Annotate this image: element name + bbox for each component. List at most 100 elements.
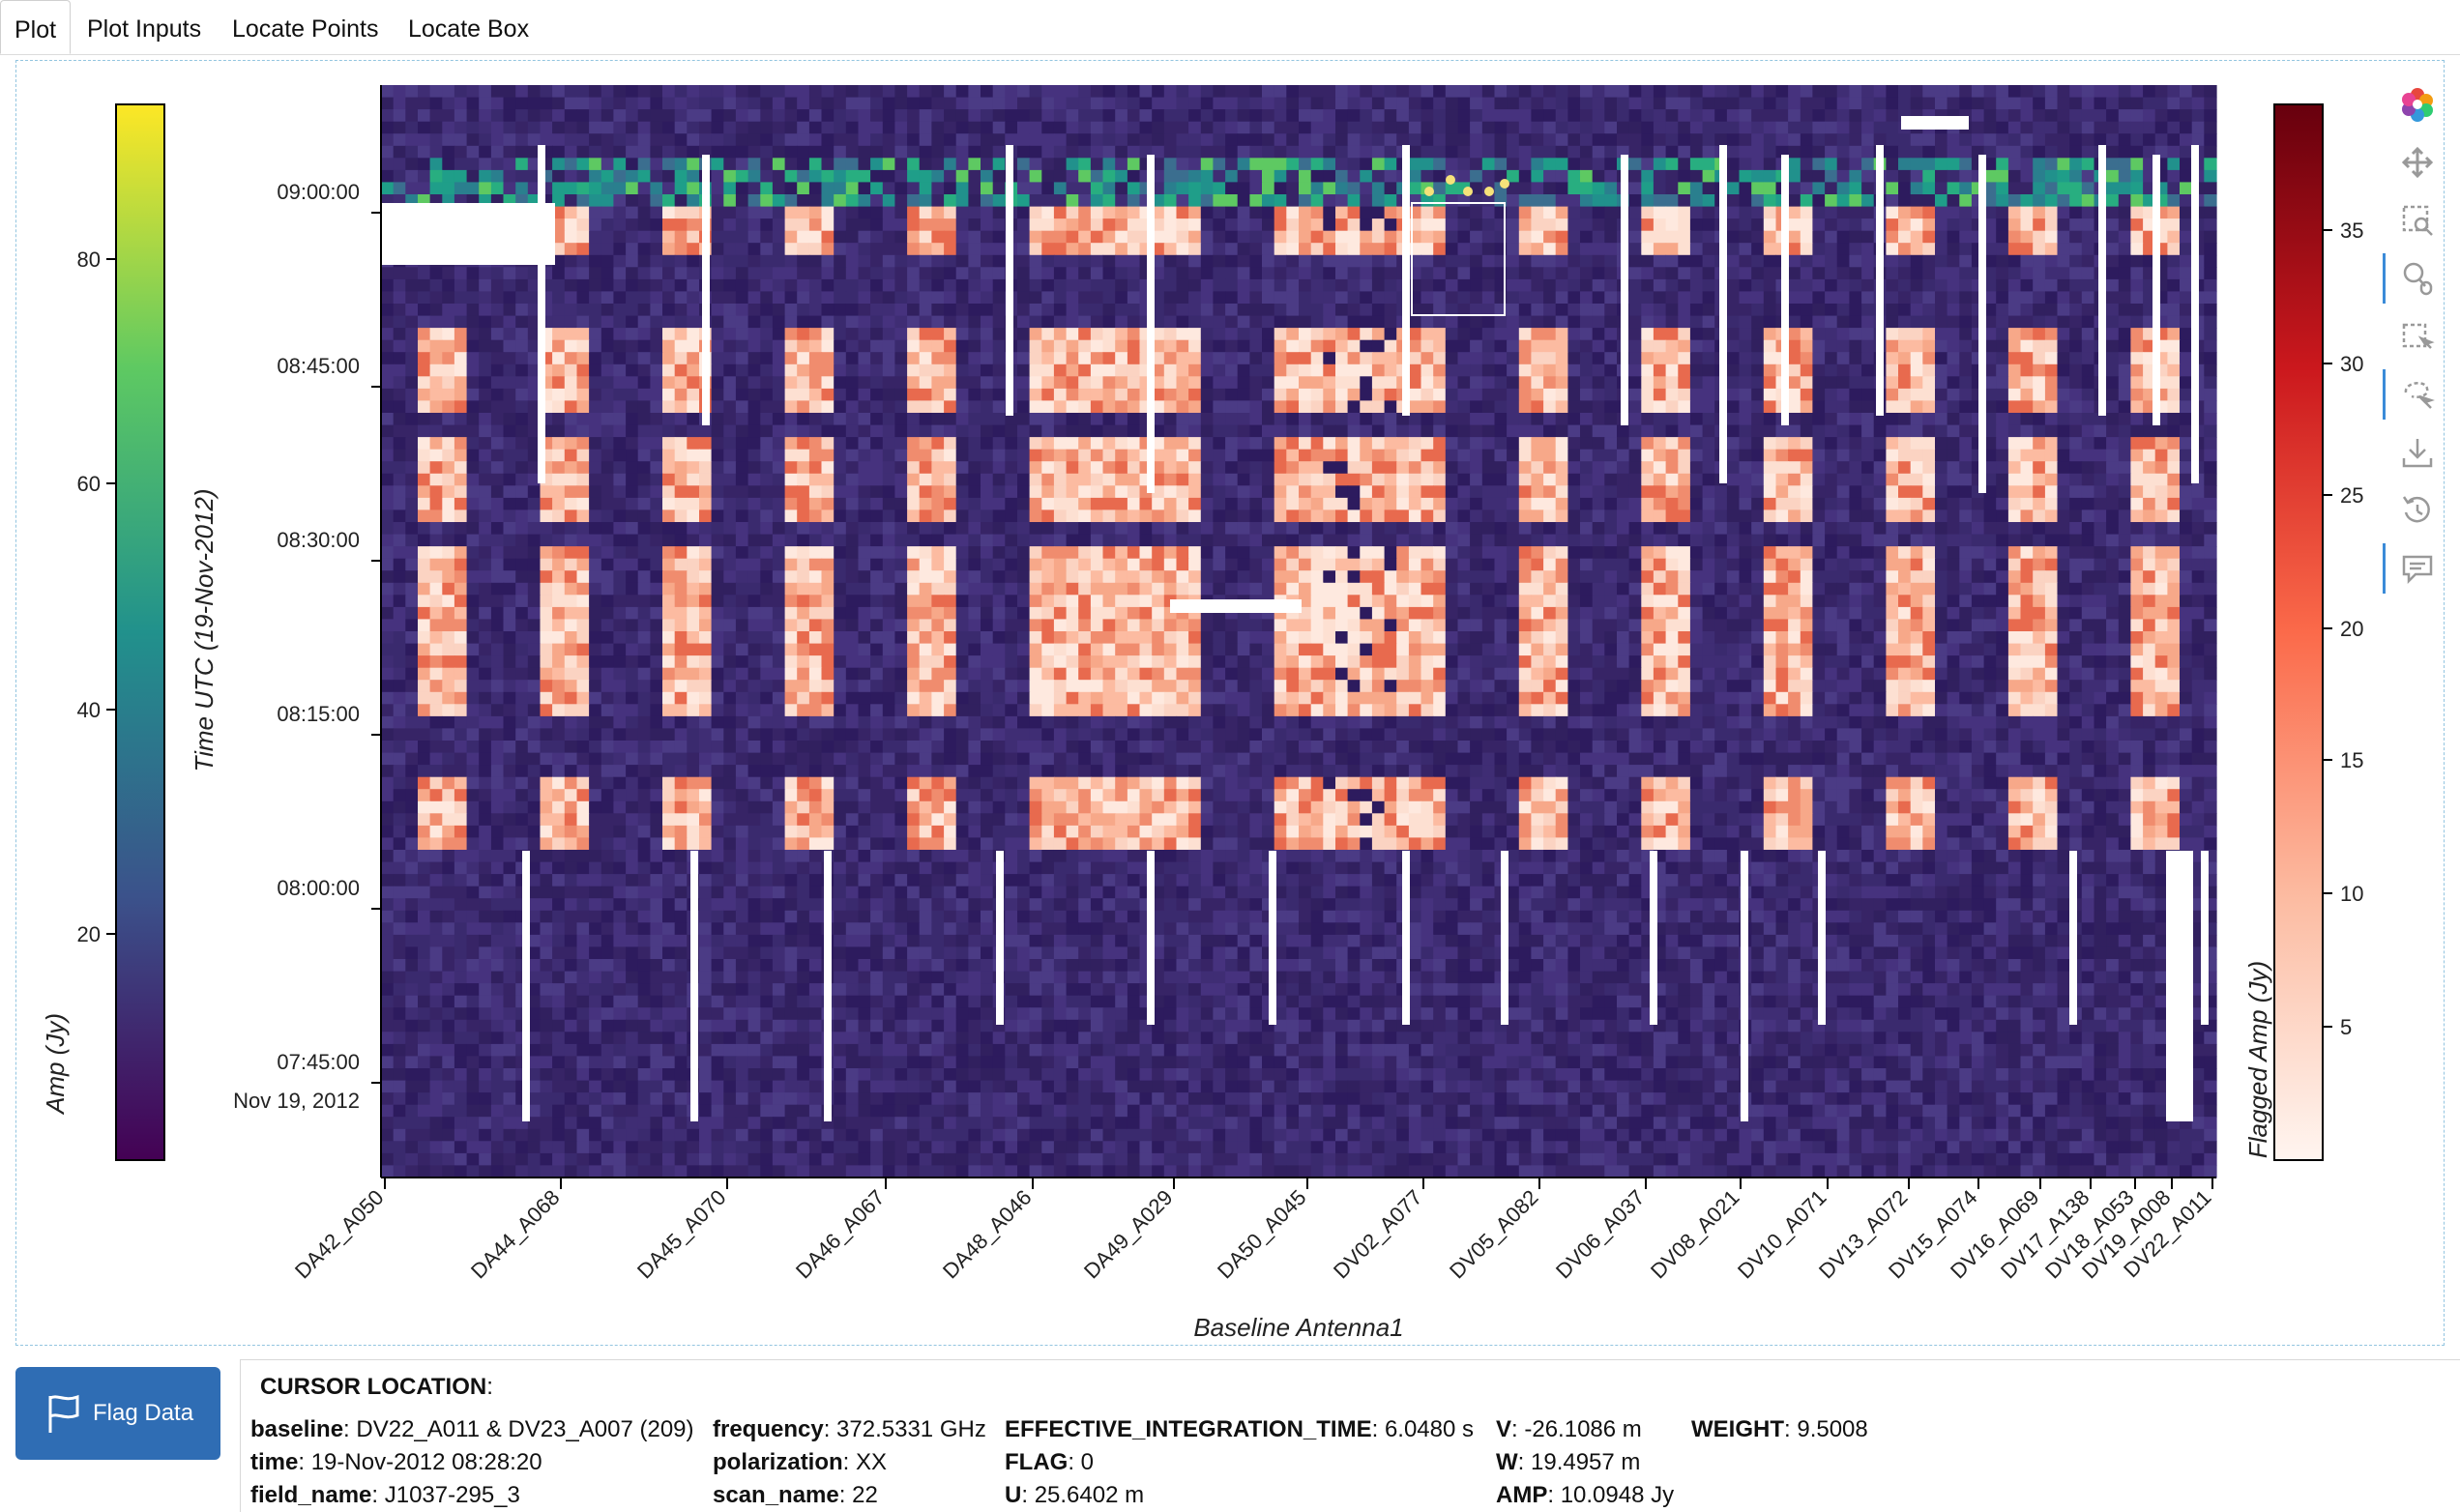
heatmap-cell [1127,218,1141,232]
heatmap-cell [1274,424,1287,438]
heatmap-cell [1628,254,1642,268]
heatmap-cell [1457,437,1471,451]
heatmap-cell [2044,388,2059,402]
heatmap-cell [1678,182,1691,195]
heatmap-cell [1592,315,1605,329]
heatmap-cell [1225,182,1239,195]
heatmap-cell [1518,158,1533,171]
heatmap-cell [1200,121,1215,134]
waterfall-heatmap[interactable] [381,85,2217,1178]
heatmap-cell [944,85,957,99]
heatmap-cell [931,218,945,232]
tab-locate-box[interactable]: Locate Box [408,15,530,43]
heatmap-cell [1347,121,1361,134]
heatmap-cell [1457,97,1471,110]
heatmap-cell [1115,413,1128,426]
heatmap-cell [894,291,908,305]
heatmap-cell [2057,218,2070,232]
heatmap-cell [1163,376,1178,390]
heatmap-cell [981,304,994,317]
heatmap-cell [955,194,969,208]
heatmap-cell [393,85,406,99]
heatmap-cell [1237,388,1250,402]
tab-plot[interactable]: Plot [0,0,72,54]
heatmap-cell [1959,328,1973,341]
heatmap-cell [1371,133,1386,147]
heatmap-cell [1371,339,1386,353]
heatmap-cell [2020,218,2034,232]
heatmap-cell [1481,158,1496,171]
heatmap-cell [1445,182,1459,195]
heatmap-cell [1078,267,1092,280]
heatmap-cell [442,145,455,159]
heatmap-cell [1628,315,1642,329]
heatmap-cell [1653,254,1667,268]
heatmap-cell [1274,133,1287,147]
heatmap-cell [944,437,957,451]
heatmap-cell [564,352,578,365]
heatmap-cell [442,97,455,110]
heatmap-cell [1127,182,1141,195]
heatmap-cell [711,230,724,244]
heatmap-cell [1861,158,1875,171]
heatmap-cell [1102,158,1116,171]
heatmap-cell [1910,267,1923,280]
heatmap-cell [808,109,823,123]
heatmap-cell [1886,339,1899,353]
heatmap-cell [1152,449,1165,462]
heatmap-cell [808,363,823,377]
heatmap-cell [2081,182,2095,195]
heatmap-cell [1628,121,1642,134]
heatmap-cell [955,363,969,377]
tab-locate-points[interactable]: Locate Points [232,15,379,43]
heatmap-cell [637,304,651,317]
heatmap-cell [955,243,969,256]
heatmap-cell [1470,461,1483,475]
heatmap-cell [1543,413,1557,426]
heatmap-cell [1115,449,1128,462]
heatmap-cell [858,182,871,195]
heatmap-cell [2094,97,2107,110]
tab-plot-inputs[interactable]: Plot Inputs [87,15,202,43]
heatmap-cell [1433,278,1447,293]
heatmap-cell [1702,97,1715,110]
heatmap-cell [2130,388,2144,402]
heatmap-cell [1457,315,1471,329]
heatmap-cell [2069,449,2083,462]
heatmap-cell [1360,449,1373,462]
heatmap-cell [1213,304,1226,317]
heatmap-cell [1825,388,1838,402]
heatmap-cell [1262,473,1275,486]
heatmap-cell [1470,230,1483,244]
heatmap-cell [1396,133,1410,147]
heatmap-cell [1836,449,1850,462]
heatmap-cell [1225,363,1239,377]
heatmap-cell [1983,449,1997,462]
heatmap-cell [2204,388,2217,402]
heatmap-cell [1041,400,1055,414]
heatmap-cell [1751,304,1765,317]
heatmap-cell [1800,304,1814,317]
heatmap-cell [772,278,786,293]
heatmap-cell [1959,413,1973,426]
heatmap-cell [1678,328,1691,341]
heatmap-cell [1384,388,1397,402]
heatmap-cell [1983,461,1997,475]
heatmap-cell [2081,133,2095,147]
heatmap-cell [1788,206,1801,219]
heatmap-cell [466,158,480,171]
heatmap-cell [1188,267,1202,280]
heatmap-cell [797,449,810,462]
heatmap-cell [1262,388,1275,402]
heatmap-cell [1898,243,1912,256]
heatmap-cell [1555,437,1568,451]
heatmap-cell [479,388,492,402]
heatmap-cell [1225,230,1239,244]
heatmap-cell [1849,363,1862,377]
heatmap-cell [1604,169,1618,184]
heatmap-cell [650,363,663,377]
heatmap-cell [674,424,688,438]
heatmap-cell [1017,424,1031,438]
heatmap-cell [834,109,847,123]
heatmap-cell [1310,315,1324,329]
